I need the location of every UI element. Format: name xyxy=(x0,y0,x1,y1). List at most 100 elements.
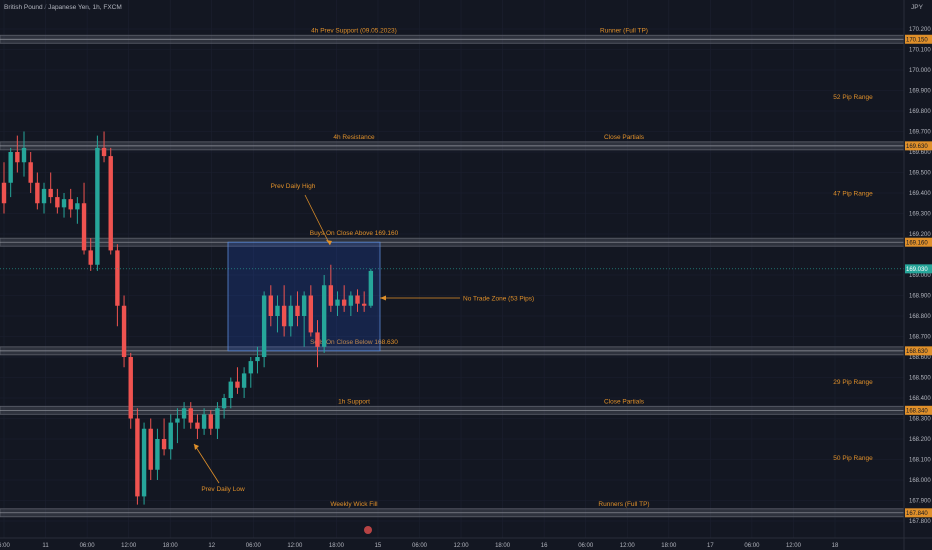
price-tick-label: 167.900 xyxy=(909,499,931,505)
price-tick-label: 168.200 xyxy=(909,437,931,443)
candle-body xyxy=(48,188,53,198)
candle-body xyxy=(235,381,240,388)
price-tick-label: 168.400 xyxy=(909,396,931,402)
candle-body xyxy=(15,152,20,163)
price-tick-label: 169.200 xyxy=(909,232,931,238)
price-tick-label: 169.700 xyxy=(909,130,931,136)
candle-body xyxy=(288,305,294,327)
level-label: Buys On Close Above 169.160 xyxy=(310,230,399,237)
time-tick-label: 12:00 xyxy=(454,543,470,549)
candle-body xyxy=(248,361,253,374)
price-tick-label: 168.300 xyxy=(909,417,931,423)
current-price-tag-box xyxy=(905,264,932,274)
price-tag-label: 168.340 xyxy=(906,409,928,415)
candle-body xyxy=(155,439,160,470)
candle-body xyxy=(115,250,120,306)
price-tag-box xyxy=(905,34,932,44)
price-tick-label: 168.700 xyxy=(909,335,931,341)
time-tick-label: 06:00 xyxy=(578,543,594,549)
candle-body xyxy=(95,147,100,265)
prev-daily-high-label: Prev Daily High xyxy=(271,183,316,190)
candle-body xyxy=(241,373,247,388)
pip-range-label: 29 Pip Range xyxy=(833,379,873,386)
time-tick-label: 12 xyxy=(208,543,215,549)
time-tick-label: 18 xyxy=(832,543,839,549)
level-label: Runners (Full TP) xyxy=(598,501,649,508)
candle-body xyxy=(168,422,173,450)
time-tick-label: 16 xyxy=(541,543,548,549)
price-tag-box xyxy=(905,405,932,415)
time-tick-label: 17 xyxy=(707,543,714,549)
arrow-head xyxy=(194,444,199,450)
price-tick-label: 169.000 xyxy=(909,273,931,279)
candle-body xyxy=(181,408,187,419)
pip-range-label: 52 Pip Range xyxy=(833,94,873,101)
arrow-head xyxy=(380,295,386,301)
price-tag-label: 170.150 xyxy=(906,37,928,43)
price-tag-box xyxy=(905,346,932,356)
price-tick-label: 170.200 xyxy=(909,27,931,33)
price-tag-label: 167.840 xyxy=(906,511,928,517)
candle-body xyxy=(361,303,367,306)
time-tick-label: 15 xyxy=(375,543,382,549)
candle-body xyxy=(188,408,193,423)
candle-body xyxy=(108,156,113,251)
price-tag-box xyxy=(905,508,932,518)
candle-body xyxy=(61,199,67,208)
candle-body xyxy=(75,203,80,210)
candle-body xyxy=(8,152,13,183)
price-tick-label: 169.500 xyxy=(909,171,931,177)
candle-body xyxy=(88,250,93,265)
pip-range-label: 47 Pip Range xyxy=(833,191,873,198)
time-tick-label: 12:00 xyxy=(786,543,802,549)
candle-body xyxy=(161,439,167,450)
candle-body xyxy=(301,295,307,316)
candle-body xyxy=(315,332,320,347)
time-tick-label: 12:00 xyxy=(287,543,303,549)
candle-body xyxy=(28,162,33,183)
price-tick-label: 169.600 xyxy=(909,150,931,156)
candle-body xyxy=(195,422,200,429)
candle-body xyxy=(328,285,334,306)
candle-body xyxy=(295,305,300,316)
candle-body xyxy=(228,381,233,398)
candle-body xyxy=(201,414,207,429)
level-label: 4h Prev Support (09.05.2023) xyxy=(311,27,397,34)
prev-daily-low-arrow xyxy=(193,443,220,484)
prev-daily-low-label: Prev Daily Low xyxy=(201,486,245,493)
no-trade-zone-label: No Trade Zone (53 Pips) xyxy=(463,296,534,303)
candle-body xyxy=(175,418,180,423)
candle-body xyxy=(128,357,133,419)
price-tick-label: 170.000 xyxy=(909,68,931,74)
candle-body xyxy=(35,182,40,204)
price-tick-label: 168.600 xyxy=(909,355,931,361)
candle-body xyxy=(321,285,327,347)
tradingview-logo-icon xyxy=(364,526,372,534)
candle-body xyxy=(21,147,27,163)
candle-body xyxy=(1,182,7,204)
level-label: Runner (Full TP) xyxy=(600,27,648,34)
price-tag-box xyxy=(905,237,932,247)
candle-body xyxy=(355,295,360,304)
candle-body xyxy=(148,428,153,470)
time-tick-label: 06:00 xyxy=(412,543,428,549)
price-tick-label: 168.900 xyxy=(909,294,931,300)
time-tick-label: 06:00 xyxy=(246,543,262,549)
price-tick-label: 169.400 xyxy=(909,191,931,197)
price-tick-label: 169.300 xyxy=(909,212,931,218)
price-tick-label: 169.800 xyxy=(909,109,931,115)
candle-body xyxy=(208,414,213,429)
time-tick-label: 06:00 xyxy=(80,543,96,549)
candle-body xyxy=(55,197,60,208)
time-tick-label: 18:00 xyxy=(329,543,345,549)
prev-daily-high-arrow xyxy=(304,194,331,246)
candle-body xyxy=(341,299,347,306)
candle-body xyxy=(275,305,280,316)
candle-body xyxy=(255,357,260,362)
currency-label: JPY xyxy=(911,4,924,11)
level-label: 4h Resistance xyxy=(333,134,375,141)
candle-body xyxy=(68,199,73,210)
candle-body xyxy=(121,305,127,357)
